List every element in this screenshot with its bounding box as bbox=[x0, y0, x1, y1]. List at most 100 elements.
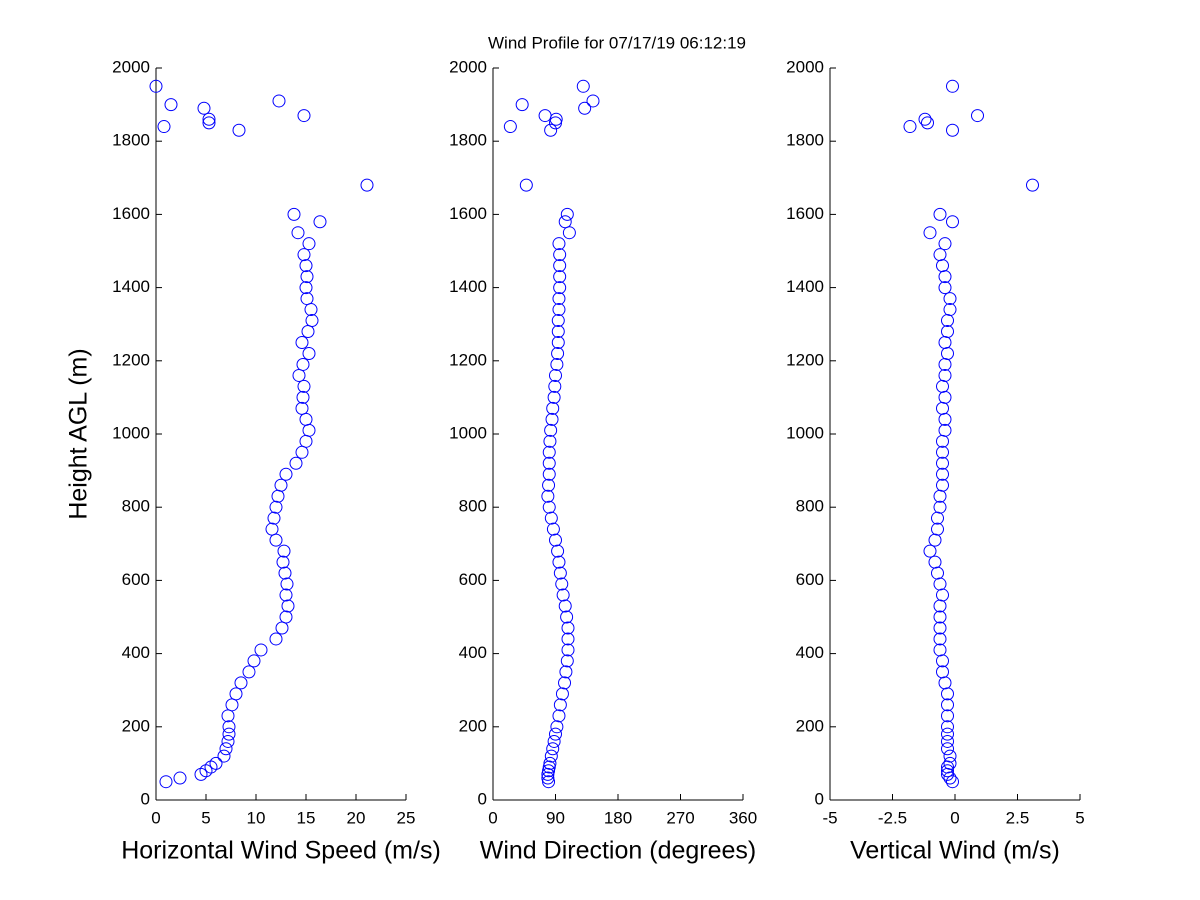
y-tick-label: 2000 bbox=[786, 57, 824, 76]
data-point bbox=[300, 270, 314, 284]
y-tick-label: 1600 bbox=[786, 204, 824, 223]
data-point bbox=[941, 709, 954, 723]
data-point bbox=[242, 665, 256, 679]
data-point bbox=[305, 314, 319, 328]
data-point bbox=[543, 756, 557, 770]
y-tick-label: 1000 bbox=[112, 423, 150, 442]
data-point bbox=[302, 346, 316, 360]
y-tick-label: 0 bbox=[141, 789, 150, 808]
y-tick-label: 1800 bbox=[786, 131, 824, 150]
data-point bbox=[551, 336, 565, 349]
data-point bbox=[549, 533, 562, 547]
data-point bbox=[561, 643, 575, 657]
data-point bbox=[561, 621, 575, 635]
data-point bbox=[503, 120, 517, 134]
data-point bbox=[943, 756, 957, 770]
data-point bbox=[941, 720, 954, 734]
data-point bbox=[297, 248, 311, 262]
data-point bbox=[933, 643, 947, 657]
data-point bbox=[544, 511, 558, 525]
data-point bbox=[936, 456, 949, 470]
data-point bbox=[936, 665, 949, 679]
data-point bbox=[274, 478, 288, 492]
data-point bbox=[302, 237, 316, 251]
data-point bbox=[941, 698, 954, 712]
data-point bbox=[164, 98, 178, 112]
data-point bbox=[923, 544, 937, 558]
data-point bbox=[313, 215, 327, 229]
data-point bbox=[541, 771, 555, 785]
data-point bbox=[538, 109, 552, 123]
data-point bbox=[300, 292, 314, 306]
data-point bbox=[149, 79, 163, 93]
data-point bbox=[278, 566, 292, 580]
data-point bbox=[547, 390, 561, 404]
data-point bbox=[971, 109, 984, 123]
y-tick-label: 1400 bbox=[786, 277, 824, 296]
data-point bbox=[941, 742, 954, 756]
data-point bbox=[941, 764, 954, 778]
data-point bbox=[222, 727, 236, 741]
data-point bbox=[555, 577, 569, 591]
data-point bbox=[555, 687, 569, 701]
data-point bbox=[548, 379, 562, 393]
data-point bbox=[553, 248, 567, 262]
data-point bbox=[558, 599, 572, 613]
data-point bbox=[903, 120, 917, 134]
y-tick-label: 800 bbox=[796, 497, 824, 516]
y-tick-label: 200 bbox=[796, 716, 824, 735]
data-point bbox=[933, 500, 947, 514]
y-tick-label: 1200 bbox=[449, 350, 487, 369]
x-tick-label: -5 bbox=[822, 808, 837, 827]
data-point bbox=[1026, 178, 1039, 192]
data-point bbox=[197, 101, 211, 115]
data-point bbox=[551, 346, 565, 360]
data-point bbox=[550, 357, 564, 371]
y-tick-label: 2000 bbox=[112, 57, 150, 76]
data-point bbox=[542, 467, 556, 481]
data-point bbox=[157, 120, 171, 134]
data-point bbox=[558, 676, 572, 690]
x-tick-label: 0 bbox=[950, 808, 959, 827]
data-point bbox=[542, 478, 556, 492]
data-point bbox=[291, 226, 305, 240]
data-point bbox=[279, 467, 293, 481]
data-point bbox=[276, 555, 290, 569]
data-point bbox=[551, 325, 565, 339]
x-tick-label: 90 bbox=[546, 808, 565, 827]
data-point bbox=[542, 456, 556, 470]
data-point bbox=[541, 489, 555, 503]
x-tick-label: 10 bbox=[247, 808, 266, 827]
x-tick-label: 0 bbox=[488, 808, 497, 827]
data-point bbox=[551, 314, 565, 328]
y-tick-label: 1800 bbox=[112, 131, 150, 150]
x-tick-label: 0 bbox=[151, 808, 160, 827]
data-point bbox=[558, 215, 572, 229]
data-point bbox=[556, 588, 570, 602]
y-tick-label: 1600 bbox=[112, 204, 150, 223]
data-point bbox=[931, 522, 944, 536]
y-tick-label: 1000 bbox=[449, 423, 487, 442]
data-point bbox=[921, 116, 934, 130]
data-point bbox=[265, 522, 279, 536]
data-point bbox=[267, 511, 281, 525]
data-point bbox=[933, 248, 947, 262]
data-point bbox=[946, 215, 959, 229]
y-tick-label: 800 bbox=[459, 497, 487, 516]
data-point bbox=[560, 610, 574, 624]
data-point bbox=[553, 698, 567, 712]
x-axis-label: Wind Direction (degrees) bbox=[480, 837, 757, 865]
data-point bbox=[552, 303, 566, 317]
data-point bbox=[936, 467, 949, 481]
x-tick-label: 15 bbox=[297, 808, 316, 827]
y-tick-label: 200 bbox=[122, 716, 150, 735]
data-point bbox=[551, 544, 565, 558]
data-point bbox=[279, 588, 293, 602]
data-point bbox=[360, 178, 374, 192]
data-point bbox=[217, 749, 231, 763]
y-tick-label: 400 bbox=[796, 643, 824, 662]
data-point bbox=[560, 654, 574, 668]
data-point bbox=[941, 727, 954, 741]
